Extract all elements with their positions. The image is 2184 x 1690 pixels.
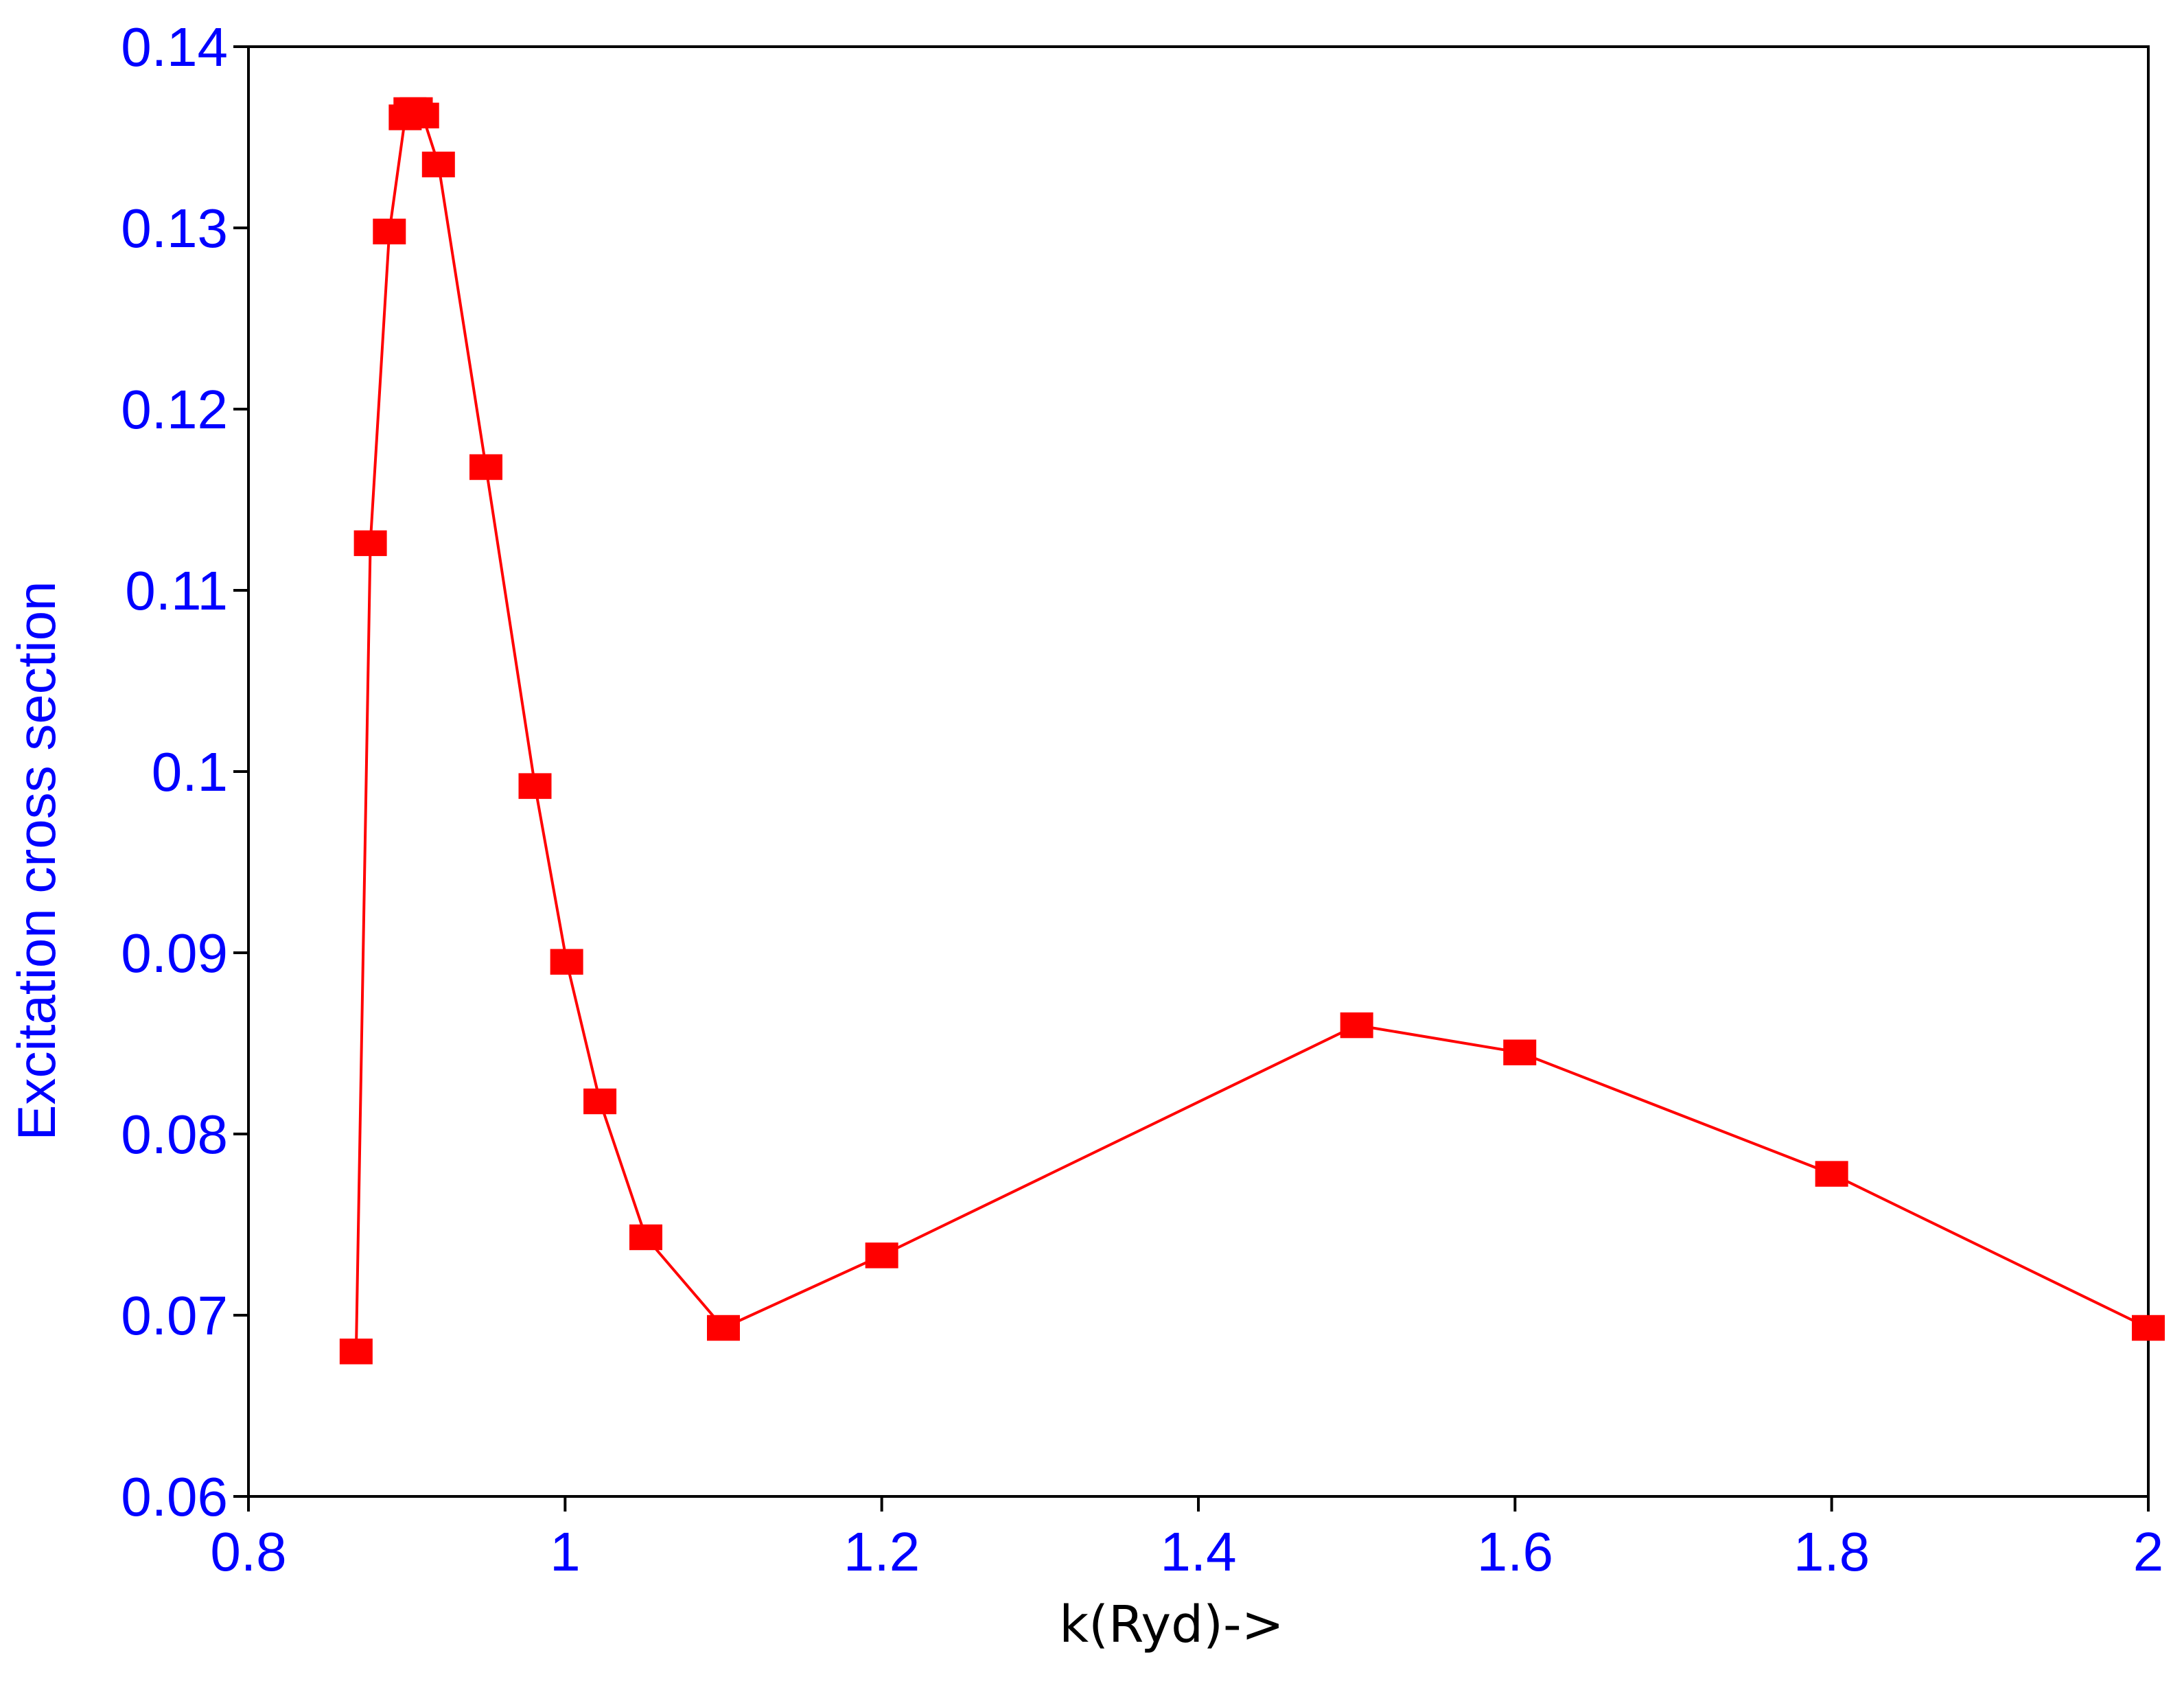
- y-tick-label: 0.08: [121, 1104, 228, 1165]
- y-tick-label: 0.06: [121, 1466, 228, 1527]
- data-point: [1503, 1039, 1537, 1065]
- series-layer: [339, 97, 2165, 1365]
- data-point: [707, 1315, 740, 1341]
- data-point: [421, 151, 455, 178]
- data-point: [583, 1088, 617, 1115]
- y-tick-label: 0.11: [125, 560, 228, 621]
- x-tick-label: 1.2: [844, 1521, 920, 1582]
- data-point: [1340, 1012, 1373, 1039]
- data-point: [2132, 1315, 2165, 1341]
- x-tick-label: 1.4: [1160, 1521, 1236, 1582]
- x-tick-label: 1.6: [1477, 1521, 1553, 1582]
- data-point: [550, 949, 583, 975]
- ticks: 0.8 1 1.2 1.4 1.6 1.8 2 0.06 0.07 0.08 0.09 0.1 0.11…: [121, 16, 2163, 1582]
- data-point: [373, 218, 406, 244]
- data-point: [469, 454, 502, 481]
- y-axis-title: Excitation cross section: [6, 581, 67, 1140]
- y-tick-label: 0.1: [152, 741, 228, 802]
- x-tick-label: 1.8: [1793, 1521, 1870, 1582]
- x-axis-title: k(Ryd)->: [1059, 1595, 1283, 1654]
- data-point: [865, 1242, 898, 1269]
- data-point: [629, 1224, 662, 1251]
- y-tick-label: 0.12: [121, 379, 228, 440]
- data-point: [1815, 1161, 1848, 1187]
- y-tick-label: 0.13: [121, 198, 228, 259]
- data-point: [518, 773, 552, 799]
- y-tick-label: 0.14: [121, 16, 228, 78]
- x-tick-label: 2: [2133, 1521, 2164, 1582]
- data-point: [406, 102, 439, 129]
- data-point: [353, 530, 387, 557]
- x-tick-label: 1: [550, 1521, 581, 1582]
- x-tick-label: 0.8: [210, 1521, 286, 1582]
- y-tick-label: 0.09: [121, 923, 228, 984]
- y-tick-label: 0.07: [121, 1285, 228, 1346]
- data-point: [339, 1339, 373, 1365]
